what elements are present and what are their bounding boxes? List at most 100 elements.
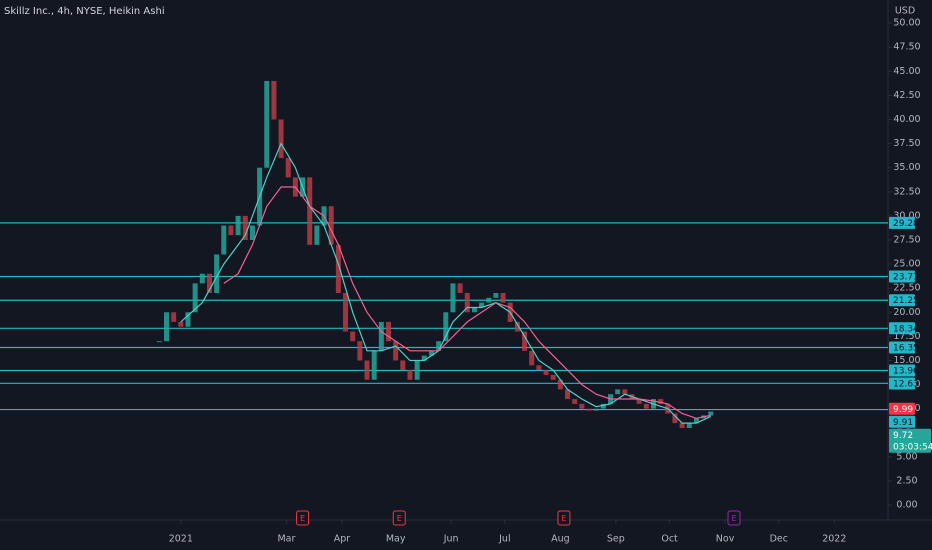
candle — [579, 403, 585, 409]
y-tick-label: 17.50 — [893, 331, 920, 342]
candle — [436, 341, 442, 351]
x-tick-label: Apr — [334, 534, 351, 545]
candle — [550, 374, 556, 380]
event-badge — [296, 510, 310, 526]
y-tick-label: 50.00 — [893, 18, 920, 29]
candle — [479, 302, 485, 308]
y-tick-label: 37.50 — [893, 138, 920, 149]
event-label: E — [561, 514, 566, 523]
candle — [643, 403, 649, 409]
candle — [364, 360, 370, 380]
candle — [371, 350, 377, 380]
candle — [228, 225, 234, 236]
candle — [400, 360, 406, 371]
chart-title: Skillz Inc., 4h, NYSE, Heikin Ashi — [4, 6, 165, 17]
candle — [178, 321, 184, 327]
price-label-box — [889, 402, 915, 415]
y-tick-label: 20.00 — [893, 307, 920, 318]
candle — [658, 399, 664, 404]
candle — [450, 283, 456, 313]
x-tick-label: 2022 — [822, 534, 846, 545]
candle — [335, 244, 341, 294]
candle — [428, 350, 434, 356]
event-badge — [557, 510, 571, 526]
x-tick-label: Mar — [277, 534, 295, 545]
candle — [386, 321, 391, 342]
candle — [464, 293, 470, 313]
y-tick-label: 25.00 — [893, 259, 920, 270]
candle — [572, 399, 578, 404]
candle — [378, 321, 384, 351]
candle — [314, 225, 320, 245]
price-label: 9.99 — [893, 405, 913, 415]
price-label: 9.91 — [893, 418, 913, 428]
candle — [221, 225, 227, 255]
y-tick-label: 15.00 — [893, 355, 920, 366]
candle — [486, 297, 492, 303]
x-tick-label: May — [386, 534, 406, 545]
x-tick-label: Jul — [498, 534, 510, 545]
y-tick-label: 32.50 — [893, 186, 920, 197]
candle — [686, 423, 692, 428]
candle — [271, 80, 277, 120]
candle — [586, 408, 592, 411]
event-badge — [392, 510, 406, 526]
x-tick-label: Dec — [770, 534, 788, 545]
candle — [493, 293, 499, 298]
candle — [350, 331, 356, 342]
price-label-box — [889, 364, 915, 377]
candle — [565, 389, 571, 400]
moving-average — [223, 186, 711, 419]
candle — [307, 177, 313, 245]
candle — [693, 418, 699, 424]
x-tick-label: Jun — [443, 534, 459, 545]
event-label: E — [732, 514, 737, 523]
candle — [615, 389, 621, 395]
price-label-box — [889, 341, 915, 354]
y-tick-label: 5.00 — [896, 451, 917, 462]
price-label: 9.72 — [893, 431, 913, 441]
event-badge — [727, 510, 741, 526]
candle — [514, 321, 520, 332]
x-tick-label: Sep — [607, 534, 625, 545]
candle — [622, 389, 628, 395]
price-label: 12.63 — [893, 380, 919, 390]
price-label: 16.35 — [893, 343, 919, 353]
candle — [185, 312, 191, 327]
candle — [214, 254, 220, 294]
candle — [199, 273, 205, 284]
candle — [443, 312, 449, 342]
price-label-box — [889, 377, 915, 390]
x-tick-label: 2021 — [169, 534, 193, 545]
x-tick-label: Oct — [661, 534, 678, 545]
candle — [343, 293, 349, 332]
candle — [708, 411, 714, 416]
candle — [393, 341, 399, 361]
candle — [206, 273, 212, 294]
candle — [471, 307, 477, 313]
candle — [171, 312, 177, 322]
candle — [636, 399, 642, 404]
price-label-box — [889, 216, 915, 229]
price-label: 29.28 — [893, 219, 919, 229]
y-tick-label: 30.00 — [893, 210, 920, 221]
y-tick-label: 47.50 — [893, 42, 920, 53]
moving-average — [180, 142, 712, 424]
candle — [357, 341, 363, 361]
candle — [522, 331, 528, 351]
candle — [156, 341, 162, 343]
candle — [593, 408, 599, 411]
candle — [672, 413, 678, 424]
candle — [249, 225, 255, 240]
price-label-box — [889, 415, 915, 428]
y-tick-label: 0.00 — [896, 500, 917, 511]
y-tick-label: 40.00 — [893, 114, 920, 125]
x-tick-label: Nov — [716, 534, 735, 545]
candle — [242, 215, 248, 240]
candle — [278, 119, 284, 159]
y-tick-label: 45.00 — [893, 66, 920, 77]
candle — [407, 370, 413, 380]
price-label-box — [889, 294, 915, 307]
y-tick-label: 35.00 — [893, 162, 920, 173]
